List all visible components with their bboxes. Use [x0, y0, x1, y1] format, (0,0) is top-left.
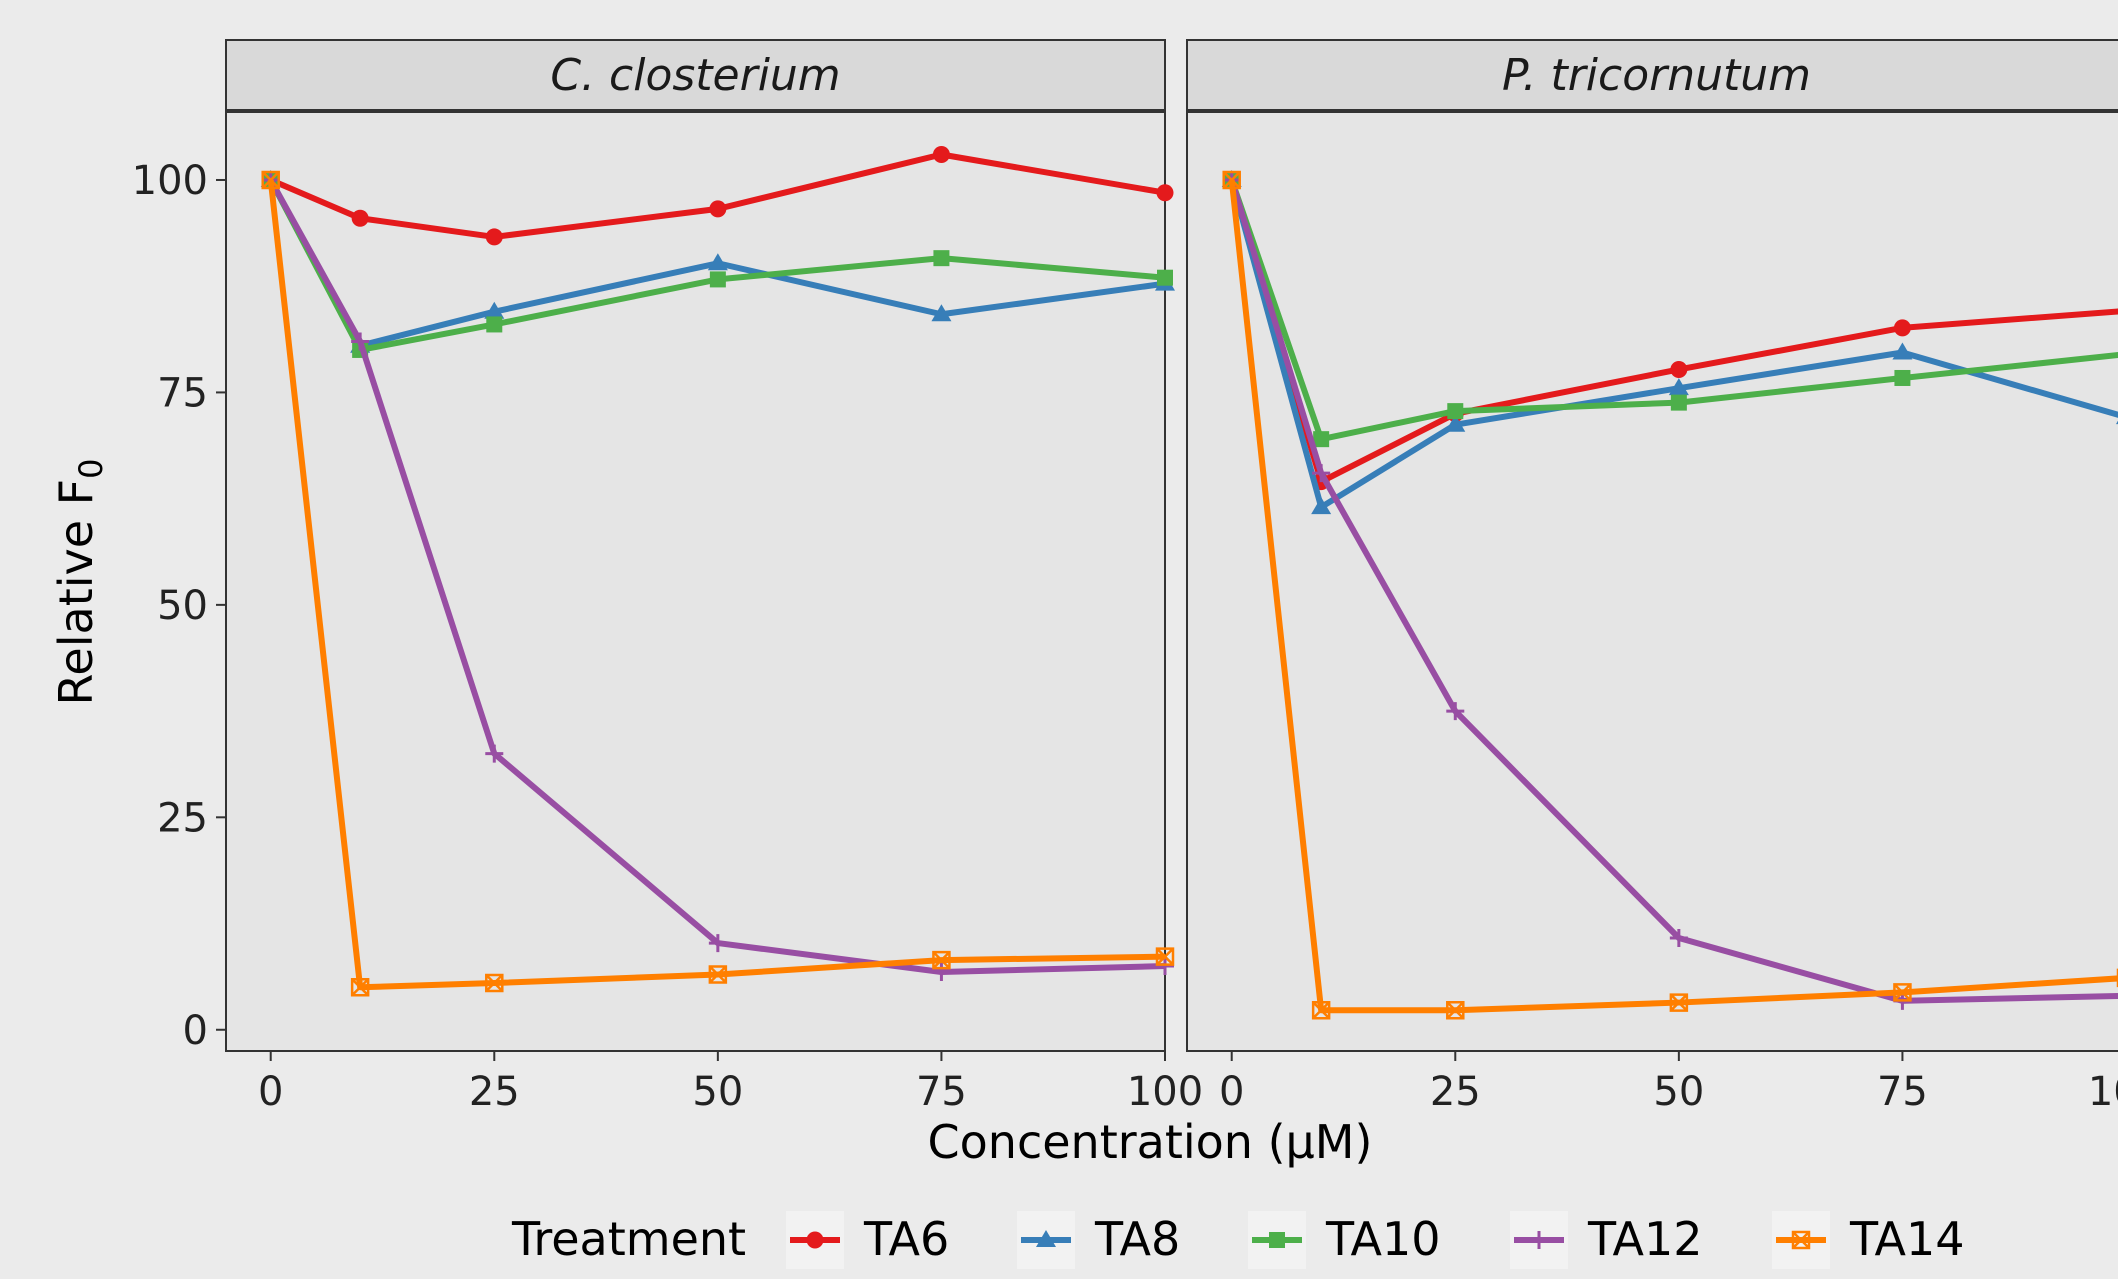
- x-tick-label: 25: [469, 1069, 520, 1115]
- y-axis-title: Relative F0: [49, 459, 110, 706]
- data-point: [932, 962, 951, 981]
- data-point: [1446, 1000, 1465, 1020]
- data-point: [932, 145, 950, 163]
- y-axis-title-subscript: 0: [72, 459, 110, 479]
- data-point: [1445, 414, 1466, 432]
- legend-key-marker: [1791, 1230, 1811, 1250]
- data-point: [933, 250, 950, 267]
- data-point: [1447, 403, 1464, 420]
- x-tick-label: 75: [1877, 1069, 1928, 1115]
- legend-label: TA10: [1325, 1212, 1441, 1266]
- data-point: [709, 200, 727, 218]
- y-tick-label: 75: [157, 370, 208, 416]
- data-point: [351, 332, 370, 351]
- legend-label: TA12: [1587, 1212, 1703, 1266]
- panel-plot-area: [1186, 111, 2118, 1052]
- data-point: [932, 950, 951, 970]
- x-axis-title: Concentration (μM): [928, 1115, 1373, 1169]
- panel-plot-area: [225, 111, 1166, 1052]
- x-tick-label: 100: [2088, 1069, 2118, 1115]
- legend-item-ta8: TA8: [1017, 1211, 1180, 1269]
- series-line: [1228, 179, 2118, 1014]
- series-ta10: [1223, 171, 2118, 448]
- data-point: [485, 973, 504, 993]
- legend-item-ta6: TA6: [786, 1211, 949, 1269]
- data-point: [485, 228, 503, 246]
- data-point: [709, 271, 726, 288]
- data-point: [351, 209, 369, 227]
- series-line: [269, 151, 1166, 240]
- x-tick-label: 50: [1653, 1069, 1704, 1115]
- y-tick-label: 0: [183, 1008, 208, 1054]
- data-point: [1669, 928, 1688, 947]
- data-point: [708, 934, 727, 953]
- x-tick-label: 75: [916, 1069, 967, 1115]
- series-line: [1228, 179, 2118, 443]
- data-point: [1156, 957, 1174, 976]
- series-ta14: [261, 170, 1175, 997]
- series-line: [268, 178, 1166, 353]
- data-point: [1156, 184, 1174, 202]
- x-tick-label: 0: [1219, 1069, 1244, 1115]
- data-point: [707, 253, 728, 271]
- y-tick-label: 50: [157, 583, 208, 629]
- series-line: [268, 178, 1166, 975]
- data-point: [1312, 464, 1331, 483]
- data-point: [350, 978, 370, 997]
- panel-strip: [1186, 39, 2118, 111]
- series-ta12: [261, 170, 1174, 981]
- data-point: [931, 304, 952, 322]
- legend-key-marker: [1530, 1231, 1548, 1249]
- panels: C. closterium 0 25 50 75 100 P. tricornutum 0 25…: [225, 39, 2118, 1115]
- y-tick-label: 100: [132, 158, 208, 204]
- y-axis: 0 25 50 75 100: [132, 158, 226, 1054]
- legend-key-marker: [806, 1231, 824, 1249]
- data-point: [1311, 497, 1332, 515]
- legend: Treatment TA6 TA8 TA10 TA12 TA14: [511, 1211, 1965, 1269]
- legend-item-ta12: TA12: [1510, 1211, 1703, 1269]
- data-point: [1894, 369, 1911, 386]
- x-tick-label: 0: [258, 1069, 283, 1115]
- legend-item-ta10: TA10: [1248, 1211, 1441, 1269]
- data-point: [1446, 702, 1465, 721]
- y-tick-label: 25: [157, 795, 208, 841]
- data-point: [1222, 170, 1241, 190]
- data-point: [1669, 993, 1689, 1012]
- x-tick-label: 50: [692, 1069, 743, 1115]
- data-point: [708, 965, 728, 984]
- legend-item-ta14: TA14: [1772, 1211, 1965, 1269]
- series-ta14: [1222, 170, 2118, 1020]
- series-line: [1228, 179, 2118, 1004]
- data-point: [1311, 1000, 1331, 1020]
- panel-c-closterium: C. closterium 0 25 50 75 100: [225, 39, 1203, 1115]
- data-point: [1893, 319, 1911, 337]
- legend-label: TA8: [1094, 1212, 1180, 1266]
- panel-strip: [225, 39, 1166, 111]
- legend-title: Treatment: [511, 1212, 746, 1266]
- data-point: [1670, 394, 1687, 411]
- legend-key-marker: [1269, 1232, 1285, 1248]
- panel-strip-title: C. closterium: [550, 50, 840, 101]
- data-point: [1892, 342, 1913, 360]
- data-point: [1893, 983, 1912, 1002]
- legend-key-marker: [1036, 1230, 1056, 1247]
- x-tick-label: 25: [1430, 1069, 1481, 1115]
- legend-label: TA6: [863, 1212, 949, 1266]
- panel-p-tricornutum: P. tricornutum 0 25 50 75 100: [1186, 39, 2118, 1115]
- data-point: [261, 170, 280, 190]
- data-point: [1157, 269, 1173, 286]
- panel-strip-title: P. tricornutum: [1502, 50, 1811, 101]
- data-point: [1155, 947, 1175, 966]
- legend-label: TA14: [1849, 1212, 1965, 1266]
- series-line: [267, 179, 1166, 991]
- x-tick-label: 100: [1127, 1069, 1203, 1115]
- data-point: [1670, 360, 1688, 378]
- data-point: [485, 744, 504, 763]
- data-point: [1668, 378, 1689, 396]
- data-point: [484, 301, 505, 319]
- data-point: [1313, 431, 1330, 448]
- data-point: [486, 316, 503, 333]
